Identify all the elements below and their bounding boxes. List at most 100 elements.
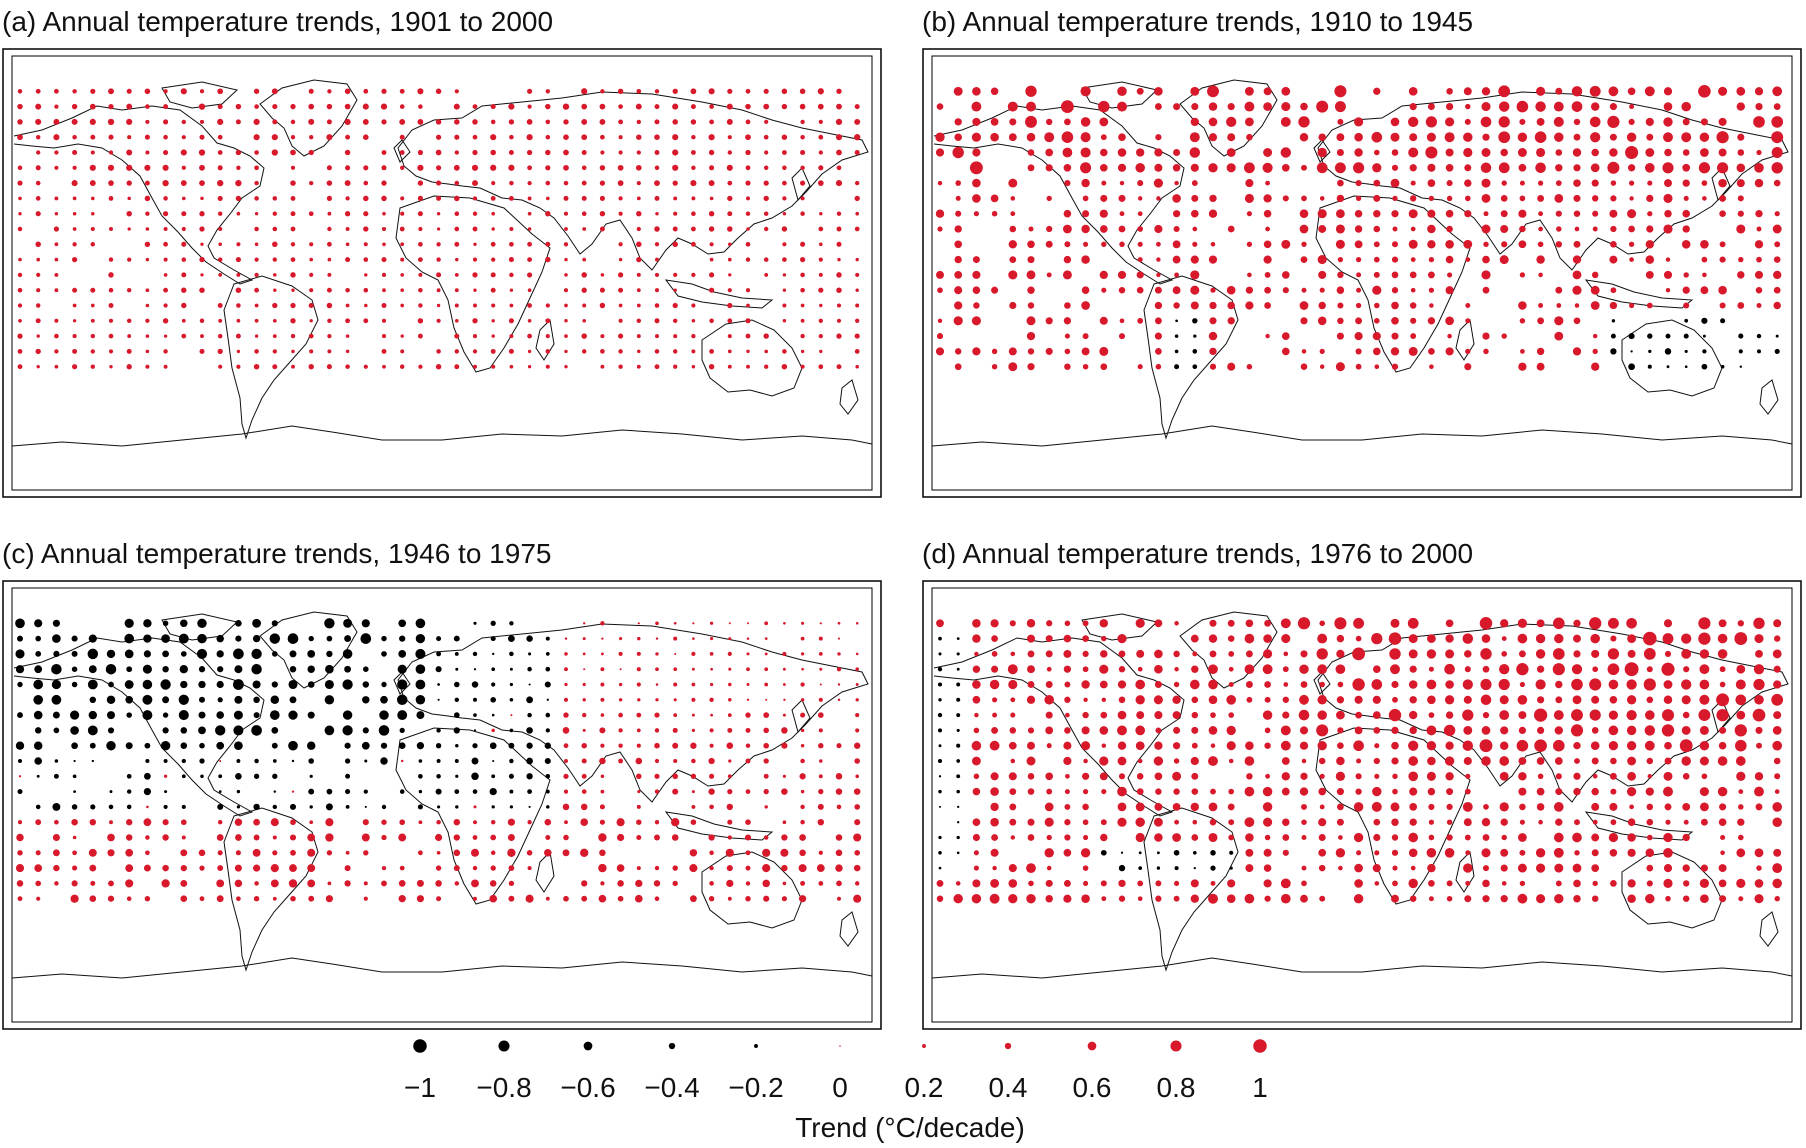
trend-dot bbox=[1099, 117, 1109, 127]
trend-dot bbox=[1573, 619, 1581, 627]
trend-dot bbox=[1681, 756, 1691, 766]
trend-dot bbox=[564, 637, 568, 640]
trend-dot bbox=[599, 757, 606, 765]
trend-dot bbox=[690, 119, 697, 125]
trend-dot bbox=[1372, 695, 1381, 704]
trend-dot bbox=[216, 711, 224, 719]
trend-dot bbox=[1228, 650, 1235, 657]
trend-dot bbox=[972, 87, 981, 96]
trend-dot bbox=[1391, 741, 1399, 750]
trend-dot bbox=[1720, 834, 1726, 841]
trend-dot bbox=[1609, 103, 1617, 111]
trend-dot bbox=[17, 134, 23, 141]
trend-dot bbox=[800, 819, 805, 825]
trend-dot bbox=[1774, 895, 1780, 902]
trend-dot bbox=[1626, 679, 1637, 690]
trend-dot bbox=[272, 318, 277, 323]
trend-dot bbox=[618, 287, 624, 293]
trend-dot bbox=[853, 833, 862, 842]
trend-dot bbox=[1664, 803, 1672, 811]
trend-dot bbox=[307, 833, 316, 842]
trend-dot bbox=[1630, 350, 1633, 353]
trend-dot bbox=[1010, 835, 1015, 840]
trend-dot bbox=[124, 649, 134, 659]
trend-dot bbox=[1154, 664, 1163, 674]
trend-dot bbox=[1519, 272, 1526, 278]
trend-dot bbox=[125, 696, 133, 704]
trend-dot bbox=[855, 318, 860, 323]
trend-dot bbox=[308, 88, 314, 94]
trend-dot bbox=[546, 805, 550, 809]
trend-dot bbox=[1318, 848, 1327, 857]
trend-dot bbox=[142, 710, 153, 721]
trend-dot bbox=[1573, 650, 1581, 658]
trend-dot bbox=[1356, 272, 1362, 278]
trend-dot bbox=[818, 850, 823, 855]
trend-dot bbox=[991, 348, 998, 355]
trend-dot bbox=[1336, 649, 1345, 659]
trend-dot bbox=[1719, 194, 1727, 202]
trend-dot bbox=[1446, 180, 1453, 187]
world-map bbox=[2, 48, 882, 498]
trend-dot bbox=[1208, 117, 1218, 127]
trend-dot bbox=[235, 287, 242, 293]
trend-dot bbox=[1629, 196, 1634, 201]
trend-dot bbox=[728, 698, 732, 702]
trend-dot bbox=[818, 150, 823, 155]
trend-dot bbox=[417, 149, 423, 156]
trend-dot bbox=[1099, 225, 1108, 233]
trend-dot bbox=[1026, 863, 1036, 873]
trend-dot bbox=[1154, 163, 1163, 172]
trend-dot bbox=[1446, 834, 1453, 841]
trend-dot bbox=[692, 622, 695, 625]
trend-dot bbox=[234, 879, 243, 888]
trend-dot bbox=[509, 134, 514, 140]
trend-dot bbox=[1755, 803, 1763, 811]
trend-dot bbox=[938, 850, 942, 855]
trend-dot bbox=[397, 710, 408, 721]
trend-dot bbox=[817, 180, 824, 186]
trend-dot bbox=[1335, 771, 1346, 781]
trend-dot bbox=[217, 348, 223, 355]
trend-dot bbox=[654, 742, 660, 749]
trend-dot bbox=[654, 334, 660, 339]
trend-dot bbox=[563, 164, 569, 171]
trend-dot bbox=[1737, 149, 1745, 156]
trend-dot bbox=[53, 849, 60, 857]
trend-dot bbox=[1591, 802, 1600, 811]
trend-dot bbox=[709, 318, 714, 324]
trend-dot bbox=[1063, 879, 1071, 887]
trend-dot bbox=[1610, 333, 1616, 339]
trend-dots bbox=[935, 84, 1784, 372]
trend-dot bbox=[1647, 211, 1653, 217]
trend-dot bbox=[1028, 880, 1034, 887]
trend-dot bbox=[1155, 895, 1162, 902]
trend-dot bbox=[1610, 180, 1617, 186]
trend-dot bbox=[108, 88, 114, 95]
trend-dot bbox=[709, 850, 714, 856]
trend-dot bbox=[1520, 349, 1525, 354]
trend-dot bbox=[72, 134, 77, 140]
trend-dot bbox=[1552, 663, 1565, 676]
map-border-inner bbox=[11, 587, 873, 1023]
trend-dot bbox=[72, 89, 77, 94]
trend-dot bbox=[288, 679, 298, 690]
trend-dot bbox=[126, 88, 132, 94]
trend-dot bbox=[1408, 680, 1418, 689]
trend-dot bbox=[836, 318, 842, 323]
trend-dot bbox=[1319, 895, 1326, 902]
trend-dot bbox=[972, 270, 981, 279]
trend-dot bbox=[1719, 666, 1726, 673]
trend-dot bbox=[974, 712, 979, 718]
trend-dot bbox=[90, 88, 96, 94]
trend-dot bbox=[1264, 727, 1271, 734]
trend-dot bbox=[582, 712, 587, 718]
trend-dot bbox=[198, 726, 206, 735]
trend-dot bbox=[1555, 164, 1563, 172]
trend-dot bbox=[992, 697, 998, 703]
trend-dot bbox=[362, 118, 369, 125]
trend-dot bbox=[956, 682, 961, 687]
trend-dot bbox=[1027, 256, 1035, 264]
trend-dot bbox=[673, 682, 678, 687]
trend-dot bbox=[956, 728, 960, 732]
